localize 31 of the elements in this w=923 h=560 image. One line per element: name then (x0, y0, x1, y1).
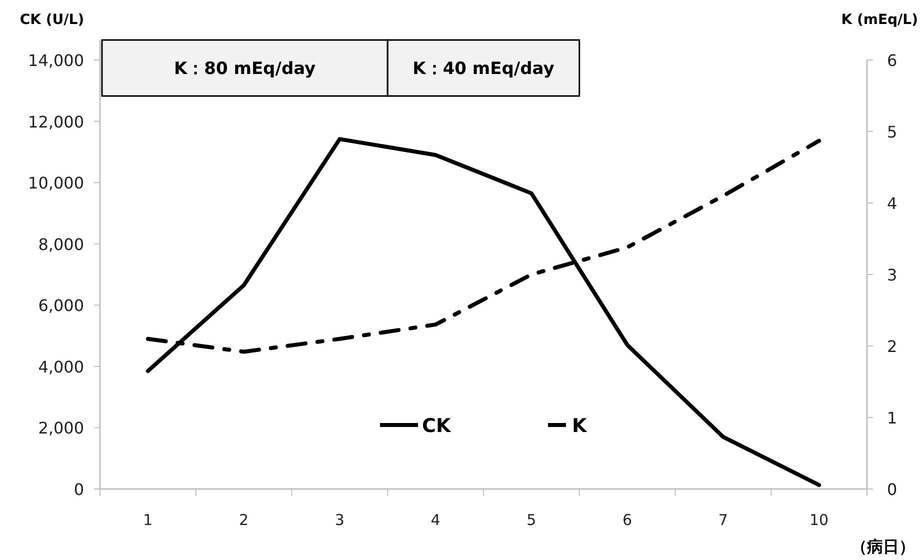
y-tick-label: 2,000 (38, 418, 84, 438)
y-tick-label: 4,000 (38, 357, 84, 376)
legend-label: K (572, 415, 588, 437)
x-tick-label: 4 (430, 511, 440, 529)
y2-axis-title: K (mEq/L) (841, 12, 918, 28)
y-tick-label: 0 (74, 480, 84, 499)
x-tick-label: 7 (718, 511, 728, 529)
y2-tick-label: 4 (887, 194, 898, 213)
y-axis-title: CK (U/L) (20, 12, 84, 28)
y-tick-label: 10,000 (28, 174, 84, 193)
y-tick-label: 12,000 (28, 112, 84, 132)
x-tick-label: 2 (239, 511, 249, 529)
y2-tick-label: 2 (887, 337, 898, 356)
y2-tick-label: 6 (887, 51, 898, 70)
x-tick-label: 3 (334, 511, 344, 529)
x-tick-label: 6 (622, 511, 632, 529)
y2-tick-label: 1 (887, 408, 898, 428)
line-series (146, 137, 822, 488)
x-tick-label: 10 (810, 511, 829, 529)
x-tick-label: 5 (526, 511, 536, 529)
x-axis-title: （病日） (851, 537, 915, 556)
y-tick-label: 6,000 (38, 296, 84, 316)
band-label: K：40 mEq/day (412, 59, 554, 79)
y-tick-label: 8,000 (38, 234, 84, 254)
y2-tick-label: 3 (887, 266, 898, 284)
y2-tick-label: 0 (887, 480, 898, 499)
band-label: K：80 mEq/day (174, 59, 316, 79)
y-tick-label: 14,000 (28, 51, 84, 70)
y2-tick-label: 5 (887, 122, 898, 142)
x-tick-label: 1 (143, 511, 153, 529)
legend-label: CK (422, 415, 452, 437)
